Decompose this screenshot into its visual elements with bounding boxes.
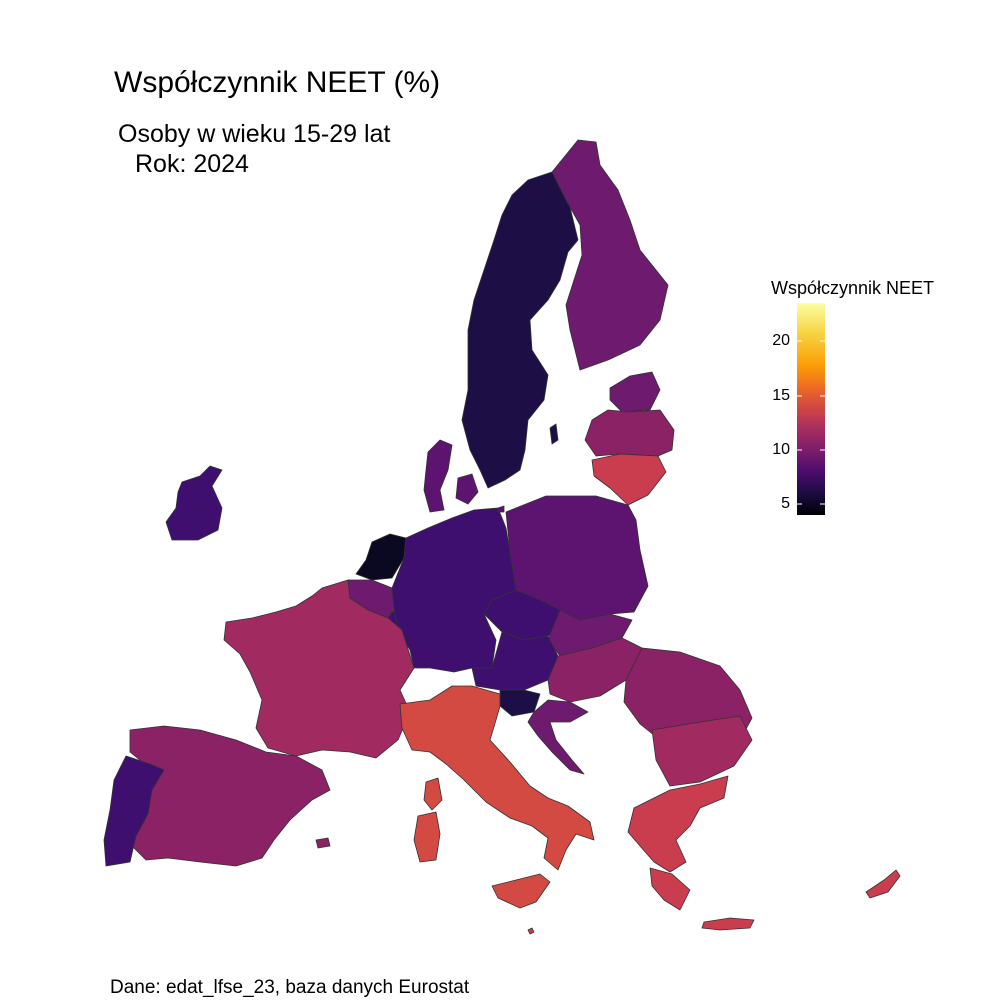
- region-greece: [627, 775, 729, 873]
- region-france: [223, 579, 415, 759]
- region-lithuania: [591, 453, 667, 506]
- region-denmark: [423, 439, 453, 513]
- region-italy: [399, 685, 595, 871]
- region-crete: [701, 917, 755, 931]
- region-finland: [551, 139, 669, 371]
- region-latvia: [584, 409, 675, 457]
- region-bulgaria: [651, 715, 753, 787]
- region-greece-peloponnese: [649, 867, 691, 911]
- region-ireland: [165, 465, 223, 541]
- legend-title: Współczynnik NEET: [771, 278, 935, 298]
- region-corsica: [423, 777, 443, 811]
- region-denmark-islands: [455, 473, 479, 505]
- legend-tick-20: 20: [772, 332, 790, 349]
- subtitle-year: Rok: 2024: [135, 150, 249, 178]
- subtitle-age: Osoby w wieku 15-29 lat: [118, 120, 391, 148]
- region-croatia: [527, 699, 589, 775]
- region-gotland: [549, 423, 559, 445]
- region-balearic: [315, 837, 331, 849]
- map-title: Współczynnik NEET (%): [114, 66, 441, 99]
- region-germany: [391, 507, 517, 673]
- legend-tick-15: 15: [772, 387, 790, 404]
- map-subtitle: Osoby w wieku 15-29 lat Rok: 2024: [118, 119, 390, 179]
- region-sweden: [461, 171, 579, 489]
- region-bornholm: [497, 505, 505, 513]
- legend-tick-10: 10: [772, 441, 790, 458]
- region-cyprus: [865, 869, 901, 899]
- region-estonia: [609, 371, 661, 413]
- legend-colorbar: [797, 303, 825, 515]
- region-malta: [527, 927, 535, 935]
- region-netherlands: [355, 533, 407, 581]
- region-sicily: [491, 873, 551, 909]
- region-sardinia: [413, 811, 441, 863]
- data-source-caption: Dane: edat_lfse_23, baza danych Eurostat: [110, 977, 470, 998]
- region-portugal: [103, 755, 165, 867]
- legend-tick-5: 5: [781, 495, 790, 512]
